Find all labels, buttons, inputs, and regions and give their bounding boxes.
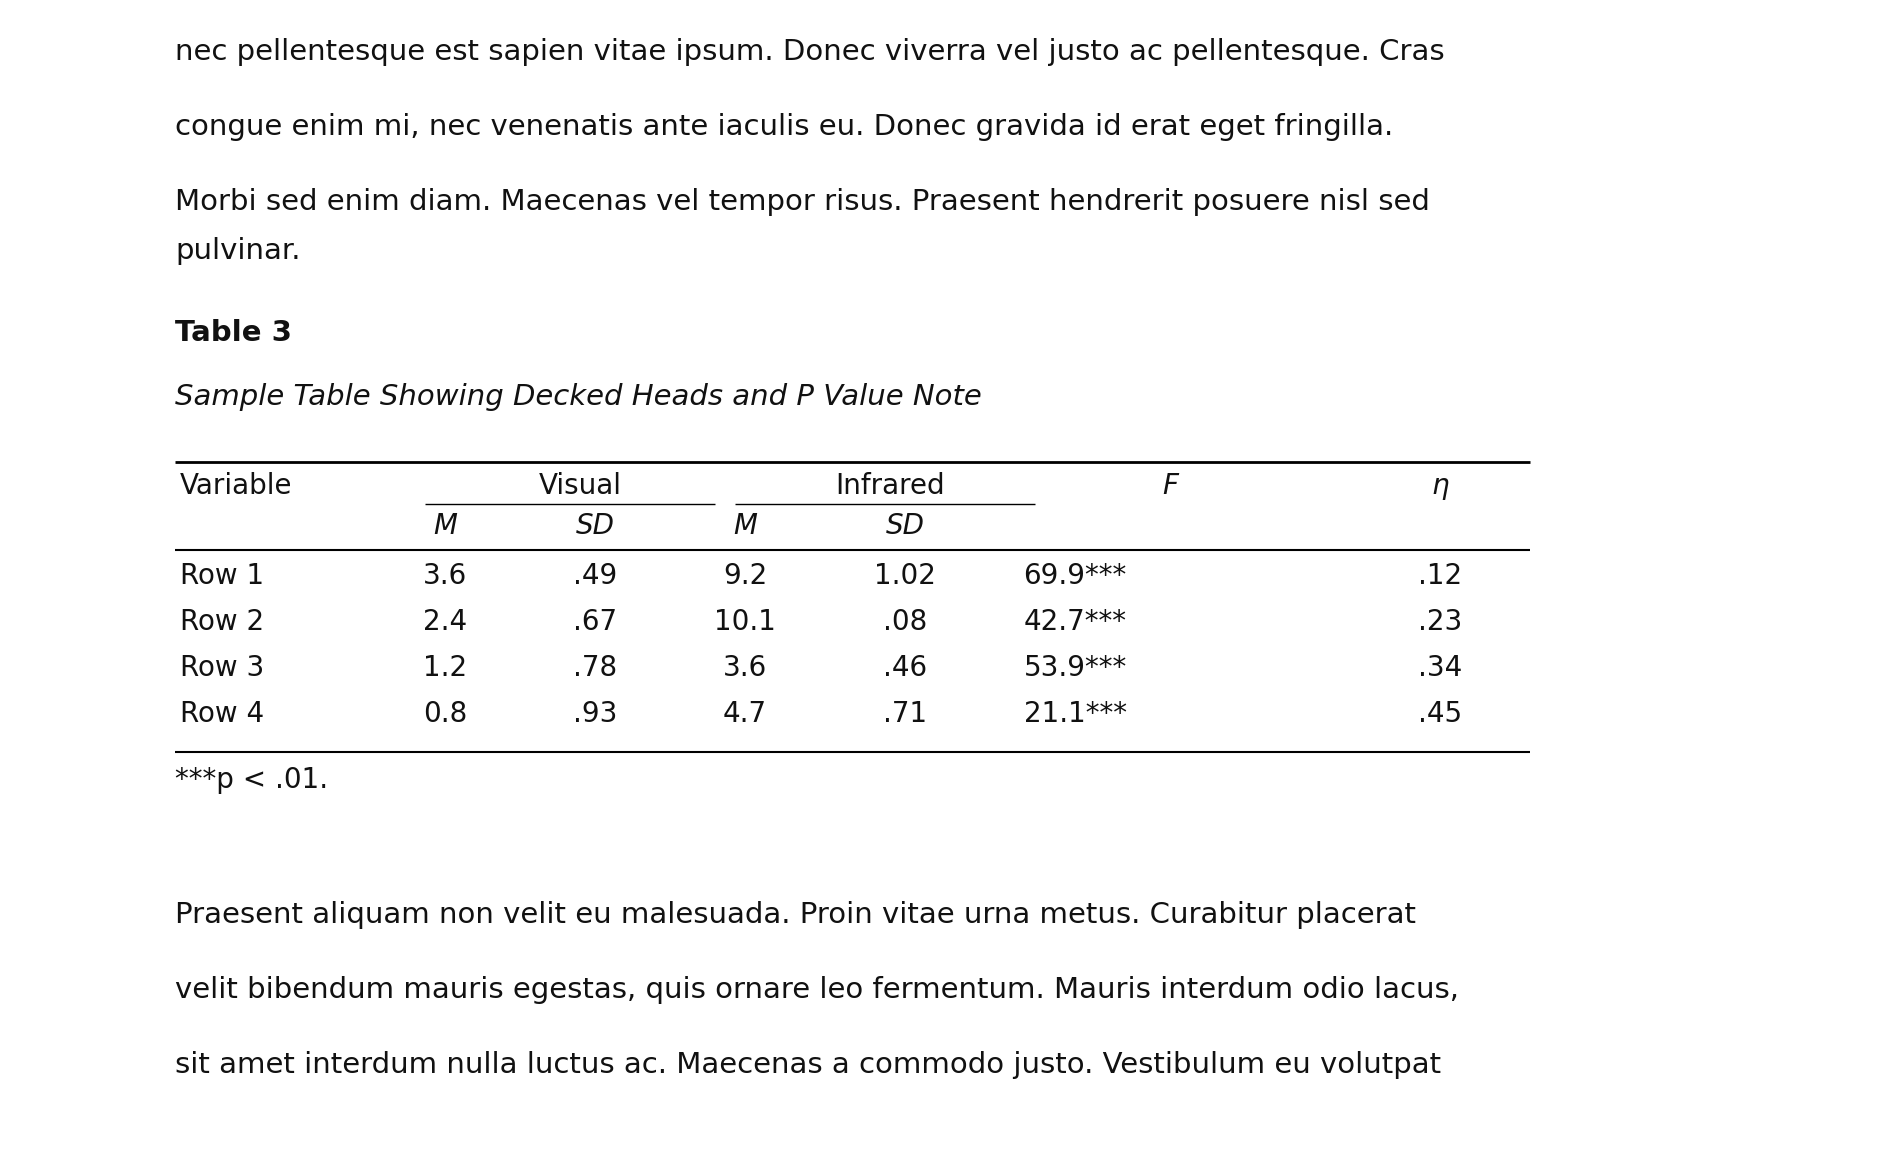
Text: pulvinar.: pulvinar. xyxy=(175,237,300,265)
Text: Infrared: Infrared xyxy=(836,472,944,499)
Text: nec pellentesque est sapien vitae ipsum. Donec viverra vel justo ac pellentesque: nec pellentesque est sapien vitae ipsum.… xyxy=(175,38,1444,66)
Text: 1.02: 1.02 xyxy=(874,562,937,590)
Text: .49: .49 xyxy=(574,562,618,590)
Text: Row 3: Row 3 xyxy=(180,654,264,682)
Text: 2.4: 2.4 xyxy=(424,608,467,636)
Text: M: M xyxy=(433,512,458,540)
Text: 1.2: 1.2 xyxy=(424,654,467,682)
Text: .12: .12 xyxy=(1417,562,1463,590)
Text: ***p < .01.: ***p < .01. xyxy=(175,765,329,794)
Text: Sample Table Showing Decked Heads and P Value Note: Sample Table Showing Decked Heads and P … xyxy=(175,383,982,412)
Text: 0.8: 0.8 xyxy=(424,699,467,728)
Text: Row 4: Row 4 xyxy=(180,699,264,728)
Text: .78: .78 xyxy=(574,654,618,682)
Text: .71: .71 xyxy=(884,699,927,728)
Text: .34: .34 xyxy=(1417,654,1463,682)
Text: 3.6: 3.6 xyxy=(424,562,467,590)
Text: Row 2: Row 2 xyxy=(180,608,264,636)
Text: 9.2: 9.2 xyxy=(722,562,768,590)
Text: Morbi sed enim diam. Maecenas vel tempor risus. Praesent hendrerit posuere nisl : Morbi sed enim diam. Maecenas vel tempor… xyxy=(175,188,1431,216)
Text: 69.9***: 69.9*** xyxy=(1024,562,1127,590)
Text: 21.1***: 21.1*** xyxy=(1024,699,1127,728)
Text: sit amet interdum nulla luctus ac. Maecenas a commodo justo. Vestibulum eu volut: sit amet interdum nulla luctus ac. Maece… xyxy=(175,1051,1440,1079)
Text: 42.7***: 42.7*** xyxy=(1024,608,1127,636)
Text: 3.6: 3.6 xyxy=(722,654,768,682)
Text: SD: SD xyxy=(576,512,614,540)
Text: Table 3: Table 3 xyxy=(175,319,293,347)
Text: F: F xyxy=(1163,472,1178,499)
Text: η: η xyxy=(1431,472,1450,499)
Text: 4.7: 4.7 xyxy=(722,699,768,728)
Text: SD: SD xyxy=(885,512,925,540)
Text: congue enim mi, nec venenatis ante iaculis eu. Donec gravida id erat eget fringi: congue enim mi, nec venenatis ante iacul… xyxy=(175,113,1393,141)
Text: .46: .46 xyxy=(884,654,927,682)
Text: 10.1: 10.1 xyxy=(714,608,775,636)
Text: .45: .45 xyxy=(1417,699,1463,728)
Text: .08: .08 xyxy=(884,608,927,636)
Text: Row 1: Row 1 xyxy=(180,562,264,590)
Text: .93: .93 xyxy=(572,699,618,728)
Text: Visual: Visual xyxy=(538,472,621,499)
Text: .23: .23 xyxy=(1417,608,1463,636)
Text: Praesent aliquam non velit eu malesuada. Proin vitae urna metus. Curabitur place: Praesent aliquam non velit eu malesuada.… xyxy=(175,901,1416,928)
Text: velit bibendum mauris egestas, quis ornare leo fermentum. Mauris interdum odio l: velit bibendum mauris egestas, quis orna… xyxy=(175,976,1459,1003)
Text: M: M xyxy=(733,512,756,540)
Text: 53.9***: 53.9*** xyxy=(1024,654,1127,682)
Text: Variable: Variable xyxy=(180,472,293,499)
Text: .67: .67 xyxy=(574,608,618,636)
